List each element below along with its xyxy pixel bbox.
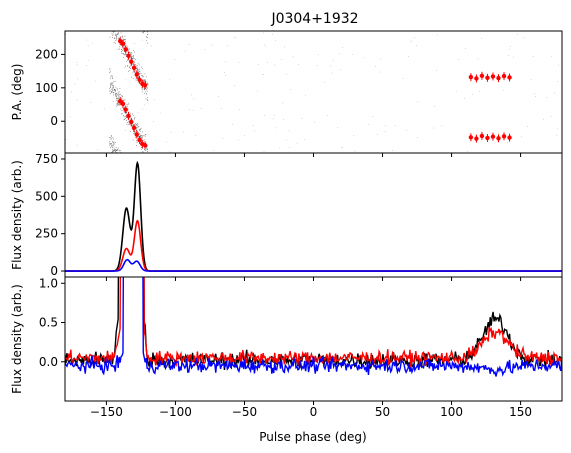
- pa-y-axis-label: P.A. (deg): [10, 64, 24, 121]
- pa-point: [129, 59, 134, 64]
- pa-point: [501, 134, 507, 139]
- pa-y-axis: 0 100 200: [35, 47, 65, 128]
- pa-point: [479, 133, 485, 139]
- y-tick-label: 0.5: [39, 316, 58, 330]
- pa-point: [142, 82, 148, 88]
- flux-full-series-2: [65, 258, 562, 272]
- y-tick-label: 0.0: [39, 355, 58, 369]
- pa-point: [507, 75, 512, 80]
- pa-point: [501, 73, 507, 79]
- pa-point: [490, 74, 496, 79]
- pa-point: [123, 47, 128, 52]
- pa-point: [134, 72, 139, 77]
- pa-point: [126, 113, 131, 119]
- x-axis: −150 −100 −50 0 50 100 150: [90, 153, 532, 419]
- y-tick-label: 750: [35, 152, 58, 166]
- pa-point: [468, 74, 474, 80]
- x-tick-label: 50: [375, 405, 390, 419]
- y-tick-label: 500: [35, 189, 58, 203]
- pa-point: [485, 135, 490, 141]
- flux-full-y-axis: 0 250 500 750: [35, 152, 65, 278]
- pa-point: [120, 101, 126, 107]
- pa-point: [474, 136, 479, 141]
- y-tick-label: 0: [50, 264, 58, 278]
- flux-zoom-y-axis: 0.0 0.5 1.0: [39, 276, 65, 369]
- flux-zoom-y-axis-label: Flux density (arb.): [10, 284, 24, 394]
- y-tick-label: 0: [50, 114, 58, 128]
- flux-full-panel: 0 250 500 750 Flux density (arb.): [10, 152, 563, 278]
- x-tick-label: 150: [509, 405, 532, 419]
- flux-full-y-axis-label: Flux density (arb.): [10, 160, 24, 270]
- chart-title: J0304+1932: [270, 11, 358, 27]
- flux-full-panel-frame: [64, 152, 563, 278]
- x-axis-label: Pulse phase (deg): [259, 430, 366, 444]
- y-tick-label: 100: [35, 81, 58, 95]
- pa-point: [142, 143, 148, 148]
- pa-point: [496, 75, 501, 81]
- pa-point: [496, 136, 501, 141]
- pa-point: [126, 53, 131, 58]
- pa-point: [137, 137, 142, 143]
- y-tick-label: 200: [35, 47, 58, 61]
- single-pulse-pa-cloud: [65, 31, 559, 153]
- pa-panel: 0 100 200 P.A. (deg): [10, 30, 563, 154]
- pa-point: [474, 76, 479, 81]
- flux-zoom-panel: 0.0 0.5 1.0 Flux density (arb.): [10, 276, 563, 402]
- y-tick-label: 1.0: [39, 276, 58, 290]
- pa-point: [120, 41, 126, 46]
- pa-point: [131, 65, 137, 70]
- x-tick-label: −50: [232, 405, 257, 419]
- flux-zoom-plot-area: [65, 277, 562, 377]
- x-tick-label: −150: [90, 405, 123, 419]
- flux-zoom-series-2: [65, 277, 562, 377]
- pa-point: [137, 77, 142, 83]
- pa-point: [479, 73, 485, 78]
- x-tick-label: 100: [440, 405, 463, 419]
- pa-point: [123, 107, 128, 112]
- pa-point: [490, 134, 496, 139]
- pa-point: [131, 125, 137, 131]
- x-tick-label: 0: [310, 405, 318, 419]
- pa-series: [118, 37, 512, 150]
- y-tick-label: 250: [35, 227, 58, 241]
- pa-point: [129, 119, 134, 125]
- flux-full-series-0: [65, 160, 562, 272]
- pa-point: [485, 75, 490, 80]
- pa-point: [468, 135, 474, 140]
- pa-point: [134, 132, 139, 137]
- pa-point: [507, 135, 512, 140]
- flux-full-plot-area: [65, 160, 562, 272]
- pa-point: [118, 98, 123, 104]
- x-tick-label: −100: [159, 405, 192, 419]
- pa-point: [118, 38, 123, 44]
- flux-zoom-series-0: [65, 277, 562, 370]
- pa-plot-area: [65, 31, 559, 153]
